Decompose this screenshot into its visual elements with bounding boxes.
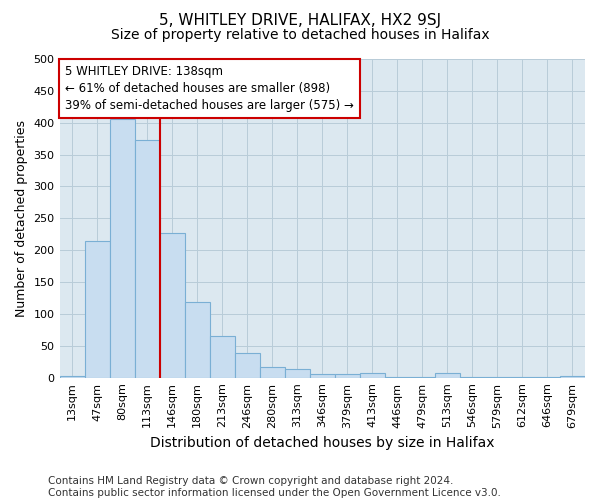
Bar [134, 140, 160, 378]
Bar [535, 377, 560, 378]
Bar [59, 376, 85, 378]
Bar [435, 372, 460, 378]
Bar [410, 377, 435, 378]
Text: 5, WHITLEY DRIVE, HALIFAX, HX2 9SJ: 5, WHITLEY DRIVE, HALIFAX, HX2 9SJ [159, 12, 441, 28]
Bar [460, 377, 485, 378]
Bar [385, 377, 410, 378]
Bar [110, 119, 134, 378]
Bar [285, 370, 310, 378]
Bar [85, 242, 110, 378]
Bar [510, 377, 535, 378]
Bar [209, 336, 235, 378]
Bar [260, 367, 285, 378]
Bar [160, 233, 185, 378]
Bar [360, 373, 385, 378]
Bar [335, 374, 360, 378]
Bar [485, 377, 510, 378]
Bar [560, 376, 585, 378]
Text: Contains HM Land Registry data © Crown copyright and database right 2024.
Contai: Contains HM Land Registry data © Crown c… [48, 476, 501, 498]
Bar [185, 302, 209, 378]
Bar [310, 374, 335, 378]
Text: Size of property relative to detached houses in Halifax: Size of property relative to detached ho… [110, 28, 490, 42]
Y-axis label: Number of detached properties: Number of detached properties [15, 120, 28, 317]
X-axis label: Distribution of detached houses by size in Halifax: Distribution of detached houses by size … [150, 436, 494, 450]
Text: 5 WHITLEY DRIVE: 138sqm
← 61% of detached houses are smaller (898)
39% of semi-d: 5 WHITLEY DRIVE: 138sqm ← 61% of detache… [65, 66, 353, 112]
Bar [235, 353, 260, 378]
